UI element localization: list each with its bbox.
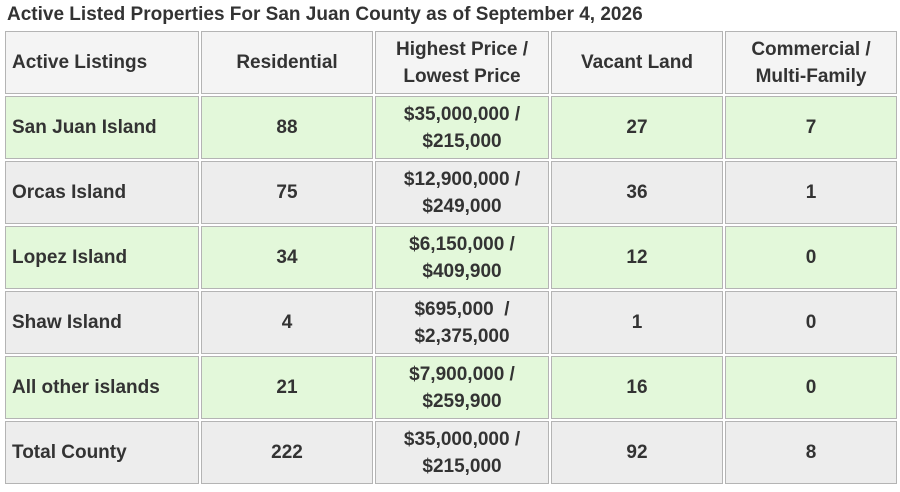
table-row: Lopez Island 34 $6,150,000 /$409,900 12 … xyxy=(5,226,897,289)
commercial-cell: 1 xyxy=(725,161,897,224)
residential-cell: 4 xyxy=(201,291,373,354)
header-residential: Residential xyxy=(201,31,373,94)
header-row: Active Listings Residential Highest Pric… xyxy=(5,31,897,94)
page-title: Active Listed Properties For San Juan Co… xyxy=(7,4,643,25)
vacant-land-cell: 27 xyxy=(551,96,723,159)
commercial-cell: 0 xyxy=(725,356,897,419)
vacant-land-cell: 36 xyxy=(551,161,723,224)
commercial-cell: 0 xyxy=(725,226,897,289)
table-row: All other islands 21 $7,900,000 /$259,90… xyxy=(5,356,897,419)
residential-cell: 75 xyxy=(201,161,373,224)
price-cell: $695,000 /$2,375,000 xyxy=(375,291,549,354)
area-cell: All other islands xyxy=(5,356,199,419)
table-row-total: Total County 222 $35,000,000 /$215,000 9… xyxy=(5,421,897,484)
header-commercial: Commercial / Multi-Family xyxy=(725,31,897,94)
area-cell: Total County xyxy=(5,421,199,484)
vacant-land-cell: 92 xyxy=(551,421,723,484)
table-row: Orcas Island 75 $12,900,000 /$249,000 36… xyxy=(5,161,897,224)
residential-cell: 21 xyxy=(201,356,373,419)
commercial-cell: 8 xyxy=(725,421,897,484)
price-cell: $35,000,000 /$215,000 xyxy=(375,96,549,159)
price-cell: $35,000,000 /$215,000 xyxy=(375,421,549,484)
area-cell: Orcas Island xyxy=(5,161,199,224)
table-row: San Juan Island 88 $35,000,000 /$215,000… xyxy=(5,96,897,159)
commercial-cell: 0 xyxy=(725,291,897,354)
area-cell: Lopez Island xyxy=(5,226,199,289)
vacant-land-cell: 16 xyxy=(551,356,723,419)
area-cell: San Juan Island xyxy=(5,96,199,159)
listings-table: Active Listings Residential Highest Pric… xyxy=(3,29,899,486)
vacant-land-cell: 12 xyxy=(551,226,723,289)
residential-cell: 88 xyxy=(201,96,373,159)
area-cell: Shaw Island xyxy=(5,291,199,354)
price-cell: $12,900,000 /$249,000 xyxy=(375,161,549,224)
vacant-land-cell: 1 xyxy=(551,291,723,354)
header-active-listings: Active Listings xyxy=(5,31,199,94)
header-vacant-land: Vacant Land xyxy=(551,31,723,94)
header-price: Highest Price / Lowest Price xyxy=(375,31,549,94)
residential-cell: 222 xyxy=(201,421,373,484)
commercial-cell: 7 xyxy=(725,96,897,159)
price-cell: $7,900,000 /$259,900 xyxy=(375,356,549,419)
residential-cell: 34 xyxy=(201,226,373,289)
price-cell: $6,150,000 /$409,900 xyxy=(375,226,549,289)
table-row: Shaw Island 4 $695,000 /$2,375,000 1 0 xyxy=(5,291,897,354)
